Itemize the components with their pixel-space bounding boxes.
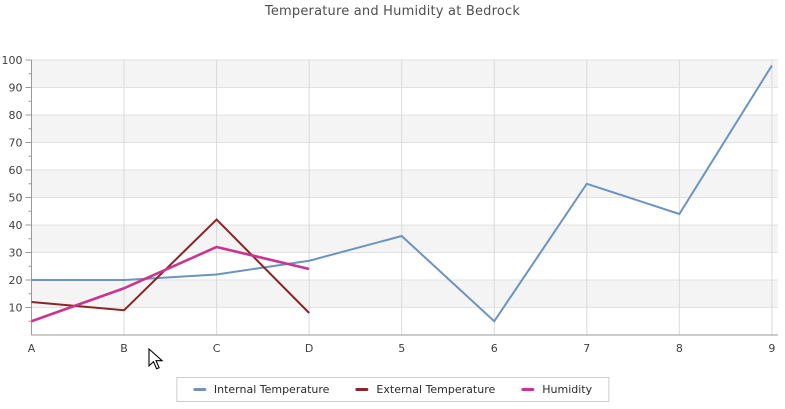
legend-item-humidity[interactable]: Humidity (521, 383, 592, 396)
x-category-label: C (213, 342, 221, 355)
series-line-internal-temperature (31, 64, 773, 323)
grid-band (31, 280, 778, 308)
mouse-cursor (148, 348, 164, 370)
x-category-label: A (28, 342, 36, 355)
grid-band (31, 115, 778, 143)
x-category-label: B (120, 342, 128, 355)
legend-swatch (192, 388, 206, 391)
x-category-label: 9 (768, 342, 775, 355)
y-tick-label: 10 (9, 302, 23, 315)
y-tick-label: 70 (9, 137, 23, 150)
legend-label: External Temperature (376, 383, 496, 396)
legend-item-external-temperature[interactable]: External Temperature (355, 383, 495, 396)
legend-swatch (521, 388, 535, 391)
legend-label: Internal Temperature (213, 383, 330, 396)
y-tick-label: 50 (9, 192, 23, 205)
y-tick-label: 30 (9, 247, 23, 260)
series-line-humidity (31, 245, 310, 323)
y-tick-label: 100 (2, 54, 23, 67)
x-category-label: 8 (676, 342, 683, 355)
legend-swatch (355, 388, 369, 391)
legend: Internal Temperature External Temperature… (175, 377, 610, 402)
legend-label: Humidity (542, 383, 593, 396)
y-tick-label: 60 (9, 164, 23, 177)
x-category-label: 7 (583, 342, 590, 355)
legend-item-internal-temperature[interactable]: Internal Temperature (192, 383, 330, 396)
y-tick-label: 40 (9, 219, 23, 232)
grid-band (31, 170, 778, 198)
grid-band (31, 60, 778, 88)
x-category-label: 6 (491, 342, 498, 355)
x-category-label: D (305, 342, 313, 355)
y-tick-label: 20 (9, 274, 23, 287)
y-tick-label: 80 (9, 109, 23, 122)
chart-title: Temperature and Humidity at Bedrock (264, 4, 521, 19)
y-tick-label: 90 (9, 82, 23, 95)
x-category-label: 5 (398, 342, 405, 355)
